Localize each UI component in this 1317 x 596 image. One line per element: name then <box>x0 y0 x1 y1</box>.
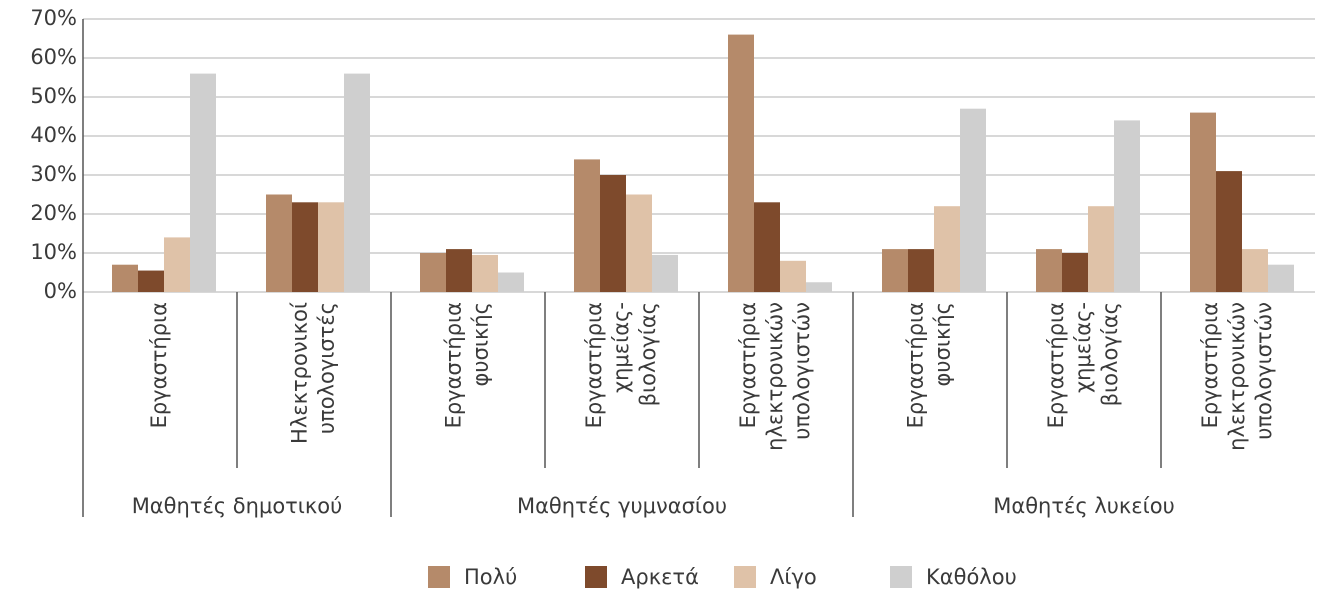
bar <box>882 249 908 292</box>
legend-label: Λίγο <box>770 565 817 589</box>
legend-swatch <box>428 566 450 588</box>
y-tick-label: 0% <box>44 279 77 303</box>
bar <box>420 253 446 292</box>
category-label: βιολογίας <box>1098 302 1122 406</box>
bar <box>498 272 524 292</box>
bar <box>754 202 780 292</box>
group-label: Μαθητές γυμνασίου <box>517 494 727 518</box>
bar <box>112 264 138 292</box>
bar <box>138 270 164 292</box>
bar <box>780 260 806 292</box>
legend-label: Πολύ <box>464 565 517 589</box>
legend-label: Καθόλου <box>926 565 1017 589</box>
y-tick-label: 40% <box>30 123 77 147</box>
bar <box>266 194 292 292</box>
y-tick-label: 50% <box>30 84 77 108</box>
category-label: Εργαστήρια <box>582 302 606 428</box>
y-tick-label: 30% <box>30 162 77 186</box>
bar <box>1190 112 1216 292</box>
legend-swatch <box>734 566 756 588</box>
category-label: Εργαστήρια <box>904 302 928 428</box>
category-label: υπολογιστών <box>790 302 814 440</box>
group-label: Μαθητές δημοτικού <box>132 494 343 518</box>
legend-swatch <box>585 566 607 588</box>
bar <box>600 175 626 292</box>
category-label: ηλεκτρονικών <box>763 302 787 451</box>
bar <box>1216 171 1242 292</box>
bar <box>728 34 754 292</box>
y-tick-label: 20% <box>30 201 77 225</box>
bar <box>292 202 318 292</box>
bar <box>1088 206 1114 292</box>
bar <box>960 108 986 292</box>
legend-label: Αρκετά <box>621 565 699 589</box>
category-label: υπολογιστών <box>1252 302 1276 440</box>
bar <box>806 282 832 292</box>
category-label: χημείας- <box>1071 302 1095 393</box>
bar <box>1114 120 1140 293</box>
category-label: Εργαστήρια <box>736 302 760 428</box>
bar <box>1062 253 1088 292</box>
bar <box>164 237 190 292</box>
y-tick-label: 70% <box>30 6 77 30</box>
category-label: χημείας- <box>609 302 633 393</box>
group-label: Μαθητές λυκείου <box>993 494 1175 518</box>
category-label: φυσικής <box>931 302 955 386</box>
bar <box>446 249 472 292</box>
category-label: Ηλεκτρονικοί <box>288 302 312 444</box>
y-tick-label: 10% <box>30 240 77 264</box>
bar <box>1036 249 1062 292</box>
bar <box>190 73 216 292</box>
category-label: Εργαστήρια <box>1198 302 1222 428</box>
category-label: Εργαστήρια <box>442 302 466 428</box>
legend-swatch <box>890 566 912 588</box>
bar <box>318 202 344 292</box>
category-label: βιολογίας <box>636 302 660 406</box>
bar <box>626 194 652 292</box>
bar <box>472 254 498 292</box>
category-label: Εργαστήρια <box>1044 302 1068 428</box>
bar <box>1268 264 1294 292</box>
bar <box>652 254 678 292</box>
category-label: φυσικής <box>469 302 493 386</box>
category-label: Εργαστήρια <box>147 302 171 428</box>
category-label: ηλεκτρονικών <box>1225 302 1249 451</box>
bar <box>574 159 600 292</box>
y-tick-label: 60% <box>30 45 77 69</box>
bar <box>1242 249 1268 292</box>
category-label: υπολογιστές <box>315 302 339 434</box>
bar <box>344 73 370 292</box>
bar <box>908 249 934 292</box>
bar <box>934 206 960 292</box>
